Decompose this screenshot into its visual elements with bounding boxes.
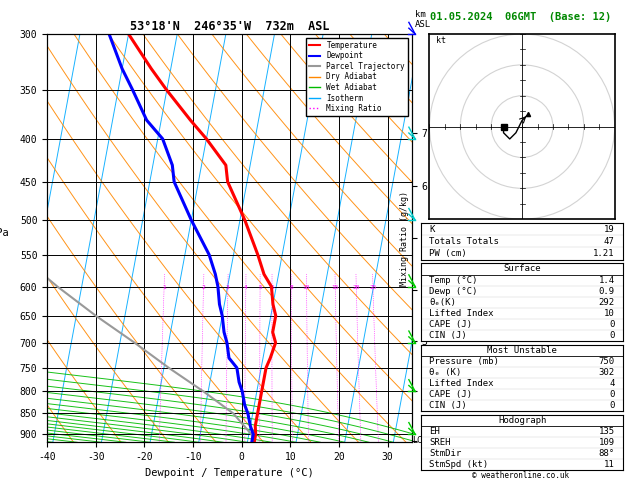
Text: 25: 25 xyxy=(369,285,377,290)
Text: km
ASL: km ASL xyxy=(415,10,431,29)
Text: StmDir: StmDir xyxy=(430,449,462,458)
Text: 292: 292 xyxy=(599,298,615,307)
Text: CIN (J): CIN (J) xyxy=(430,400,467,410)
Text: StmSpd (kt): StmSpd (kt) xyxy=(430,460,489,469)
Legend: Temperature, Dewpoint, Parcel Trajectory, Dry Adiabat, Wet Adiabat, Isotherm, Mi: Temperature, Dewpoint, Parcel Trajectory… xyxy=(306,38,408,116)
Text: 88°: 88° xyxy=(599,449,615,458)
Text: 109: 109 xyxy=(599,438,615,447)
Text: kt: kt xyxy=(436,36,446,45)
Text: 01.05.2024  06GMT  (Base: 12): 01.05.2024 06GMT (Base: 12) xyxy=(430,12,611,22)
Text: 1: 1 xyxy=(162,285,166,290)
Text: Surface: Surface xyxy=(503,264,541,274)
Text: 10: 10 xyxy=(303,285,310,290)
Text: PW (cm): PW (cm) xyxy=(430,249,467,258)
Text: CIN (J): CIN (J) xyxy=(430,331,467,340)
Text: 0: 0 xyxy=(610,390,615,399)
Text: 15: 15 xyxy=(331,285,339,290)
Text: © weatheronline.co.uk: © weatheronline.co.uk xyxy=(472,471,569,480)
Text: Lifted Index: Lifted Index xyxy=(430,309,494,318)
Text: K: K xyxy=(430,225,435,234)
Text: 10: 10 xyxy=(604,309,615,318)
Text: 3: 3 xyxy=(226,285,230,290)
Text: Lifted Index: Lifted Index xyxy=(430,379,494,388)
Y-axis label: hPa: hPa xyxy=(0,228,8,238)
Text: 5: 5 xyxy=(259,285,262,290)
Text: 2: 2 xyxy=(202,285,206,290)
Text: CAPE (J): CAPE (J) xyxy=(430,320,472,329)
Text: 19: 19 xyxy=(604,225,615,234)
Text: 4: 4 xyxy=(610,379,615,388)
Title: 53°18'N  246°35'W  732m  ASL: 53°18'N 246°35'W 732m ASL xyxy=(130,20,330,33)
Text: 0: 0 xyxy=(610,400,615,410)
Text: 1.21: 1.21 xyxy=(593,249,615,258)
Text: LCL: LCL xyxy=(412,436,427,445)
Text: 750: 750 xyxy=(599,357,615,366)
Text: 20: 20 xyxy=(352,285,360,290)
Text: 4: 4 xyxy=(244,285,248,290)
Text: 0: 0 xyxy=(610,320,615,329)
Text: 302: 302 xyxy=(599,368,615,377)
Text: SREH: SREH xyxy=(430,438,451,447)
Text: 0.9: 0.9 xyxy=(599,287,615,295)
Text: 47: 47 xyxy=(604,237,615,246)
Text: θₑ(K): θₑ(K) xyxy=(430,298,457,307)
Text: θₑ (K): θₑ (K) xyxy=(430,368,462,377)
Text: 8: 8 xyxy=(289,285,293,290)
Text: CAPE (J): CAPE (J) xyxy=(430,390,472,399)
Text: Most Unstable: Most Unstable xyxy=(487,346,557,355)
Text: Temp (°C): Temp (°C) xyxy=(430,276,478,285)
Text: Pressure (mb): Pressure (mb) xyxy=(430,357,499,366)
Text: 11: 11 xyxy=(604,460,615,469)
Text: 0: 0 xyxy=(610,331,615,340)
Text: Dewp (°C): Dewp (°C) xyxy=(430,287,478,295)
Text: 135: 135 xyxy=(599,427,615,436)
Text: 1.4: 1.4 xyxy=(599,276,615,285)
Text: Hodograph: Hodograph xyxy=(498,416,546,425)
Text: EH: EH xyxy=(430,427,440,436)
Text: Mixing Ratio (g/kg): Mixing Ratio (g/kg) xyxy=(400,191,409,286)
Text: Totals Totals: Totals Totals xyxy=(430,237,499,246)
X-axis label: Dewpoint / Temperature (°C): Dewpoint / Temperature (°C) xyxy=(145,468,314,478)
Text: 6: 6 xyxy=(270,285,274,290)
